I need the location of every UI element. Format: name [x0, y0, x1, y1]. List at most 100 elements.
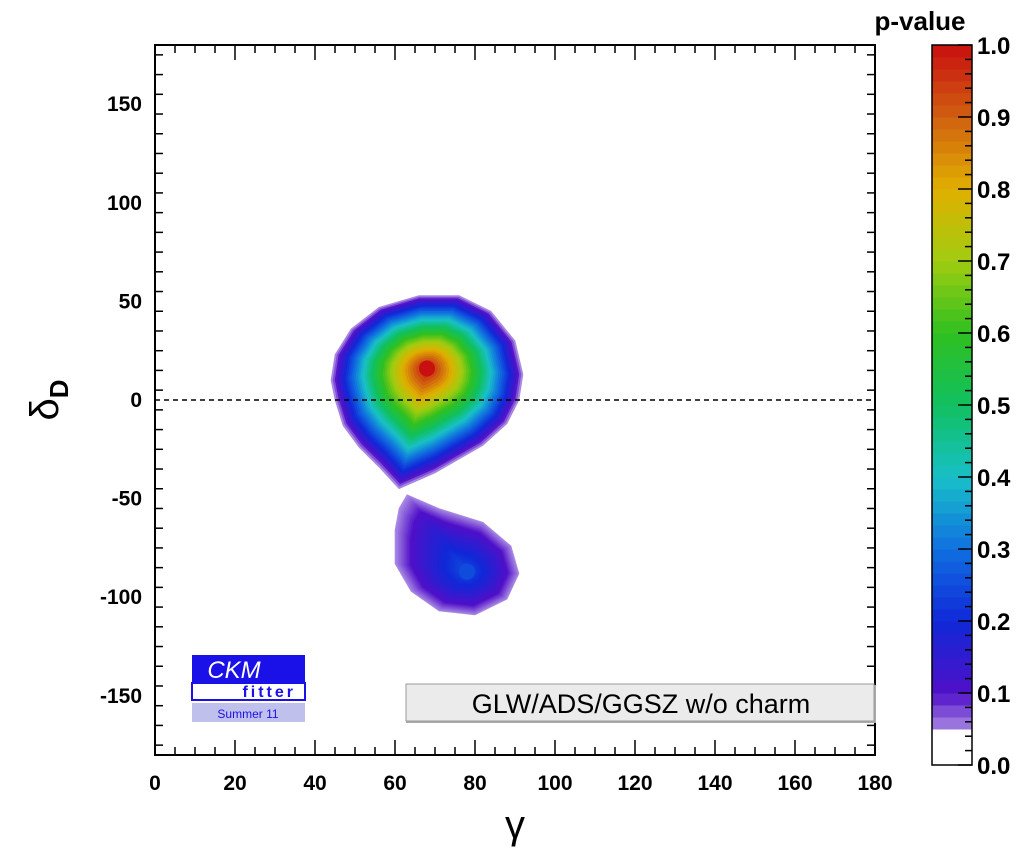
- legend-label: GLW/ADS/GGSZ w/o charm: [472, 689, 811, 719]
- colorbar-segment: [932, 201, 972, 214]
- y-tick-label: -50: [112, 488, 142, 511]
- legend-background: [405, 683, 875, 722]
- colorbar-title: p-value: [874, 6, 965, 36]
- colorbar-segment: [932, 357, 972, 370]
- colorbar-segment: [932, 189, 972, 202]
- logo-fitter-text: fitter: [242, 684, 296, 701]
- colorbar-tick-label: 0.3: [977, 537, 1010, 564]
- colorbar-segment: [932, 213, 972, 226]
- y-axis-label: δD: [23, 379, 74, 420]
- colorbar-segment: [932, 249, 972, 262]
- colorbar-segment: [932, 417, 972, 430]
- colorbar-segment: [932, 717, 972, 730]
- colorbar-segment: [932, 681, 972, 694]
- contour-peak: [459, 563, 475, 580]
- colorbar: [932, 45, 972, 766]
- colorbar-tick-label: 0.8: [977, 177, 1010, 204]
- x-tick-label: 100: [537, 772, 572, 795]
- colorbar-segment: [932, 309, 972, 322]
- colorbar-segment: [932, 93, 972, 106]
- y-axis-tick-labels: -150 -100 -50 0 50 100 150: [100, 93, 142, 708]
- colorbar-segment: [932, 81, 972, 94]
- colorbar-segment: [932, 117, 972, 130]
- y-tick-label: 150: [107, 93, 142, 116]
- x-tick-label: 120: [617, 772, 652, 795]
- axis-ticks: [154, 45, 876, 755]
- y-axis-label-main: δ: [23, 398, 67, 420]
- colorbar-segment: [932, 429, 972, 442]
- colorbar-segment: [932, 153, 972, 166]
- logo-ckm-text: CKM: [207, 657, 260, 684]
- colorbar-segment: [932, 513, 972, 526]
- colorbar-segment: [932, 225, 972, 238]
- colorbar-segment: [932, 297, 972, 310]
- legend-box: GLW/ADS/GGSZ w/o charm: [405, 683, 876, 723]
- colorbar-segment: [932, 657, 972, 670]
- x-tick-label: 20: [223, 772, 246, 795]
- colorbar-segment: [932, 741, 972, 754]
- colorbar-segment: [932, 237, 972, 250]
- colorbar-segment: [932, 129, 972, 142]
- colorbar-segment: [932, 489, 972, 502]
- x-tick-label: 160: [777, 772, 812, 795]
- colorbar-segment: [932, 369, 972, 382]
- colorbar-segment: [932, 441, 972, 454]
- colorbar-segment: [932, 141, 972, 154]
- colorbar-segment: [932, 693, 972, 706]
- colorbar-segment: [932, 669, 972, 682]
- colorbar-tick-label: 0.9: [977, 105, 1010, 132]
- colorbar-segment: [932, 261, 972, 274]
- colorbar-segment: [932, 585, 972, 598]
- colorbar-segment: [932, 465, 972, 478]
- colorbar-tick-labels: 0.0 0.1 0.2 0.3 0.4 0.5 0.6 0.7 0.8 0.9 1.0: [977, 33, 1011, 780]
- logo-top-band: [192, 655, 305, 683]
- y-tick-label: -150: [100, 685, 142, 708]
- contour-region-1: [330, 295, 524, 490]
- colorbar-segment: [932, 321, 972, 334]
- colorbar-tick-label: 1.0: [977, 33, 1010, 60]
- colorbar-segment: [932, 453, 972, 466]
- colorbar-segment: [932, 45, 972, 58]
- colorbar-segment: [932, 273, 972, 286]
- colorbar-segment: [932, 561, 972, 574]
- colorbar-segment: [932, 501, 972, 514]
- colorbar-segment: [932, 645, 972, 658]
- contour-plot: [330, 295, 524, 616]
- colorbar-segment: [932, 753, 972, 766]
- colorbar-tick-label: 0.0: [977, 753, 1010, 780]
- colorbar-segment: [932, 285, 972, 298]
- colorbar-segment: [932, 573, 972, 586]
- colorbar-segment: [932, 477, 972, 490]
- colorbar-tick-label: 0.2: [977, 609, 1010, 636]
- logo-bottom-band: [192, 703, 305, 722]
- colorbar-segment: [932, 633, 972, 646]
- colorbar-tick-label: 0.1: [977, 681, 1010, 708]
- colorbar-segment: [932, 105, 972, 118]
- colorbar-segment: [932, 177, 972, 190]
- y-axis-label-subscript: D: [44, 379, 74, 398]
- colorbar-segment: [932, 393, 972, 406]
- colorbar-segment: [932, 621, 972, 634]
- colorbar-tick-label: 0.4: [977, 465, 1011, 492]
- logo-summer-text: Summer 11: [217, 707, 278, 721]
- y-tick-label: 50: [119, 290, 142, 313]
- x-tick-label: 60: [383, 772, 406, 795]
- colorbar-segment: [932, 609, 972, 622]
- y-tick-label: -100: [100, 586, 142, 609]
- colorbar-segment: [932, 705, 972, 718]
- colorbar-segment: [932, 69, 972, 82]
- colorbar-segment: [932, 381, 972, 394]
- x-tick-label: 80: [463, 772, 486, 795]
- contour-region-2: [394, 494, 520, 616]
- colorbar-tick-label: 0.6: [977, 321, 1010, 348]
- colorbar-segment: [932, 333, 972, 346]
- colorbar-tick-label: 0.7: [977, 249, 1010, 276]
- x-tick-label: 0: [149, 772, 161, 795]
- y-tick-label: 100: [107, 192, 142, 215]
- logo-middle-band: [191, 682, 306, 701]
- x-tick-label: 40: [303, 772, 326, 795]
- colorbar-segment: [932, 165, 972, 178]
- colorbar-segment: [932, 57, 972, 70]
- colorbar-segment: [932, 549, 972, 562]
